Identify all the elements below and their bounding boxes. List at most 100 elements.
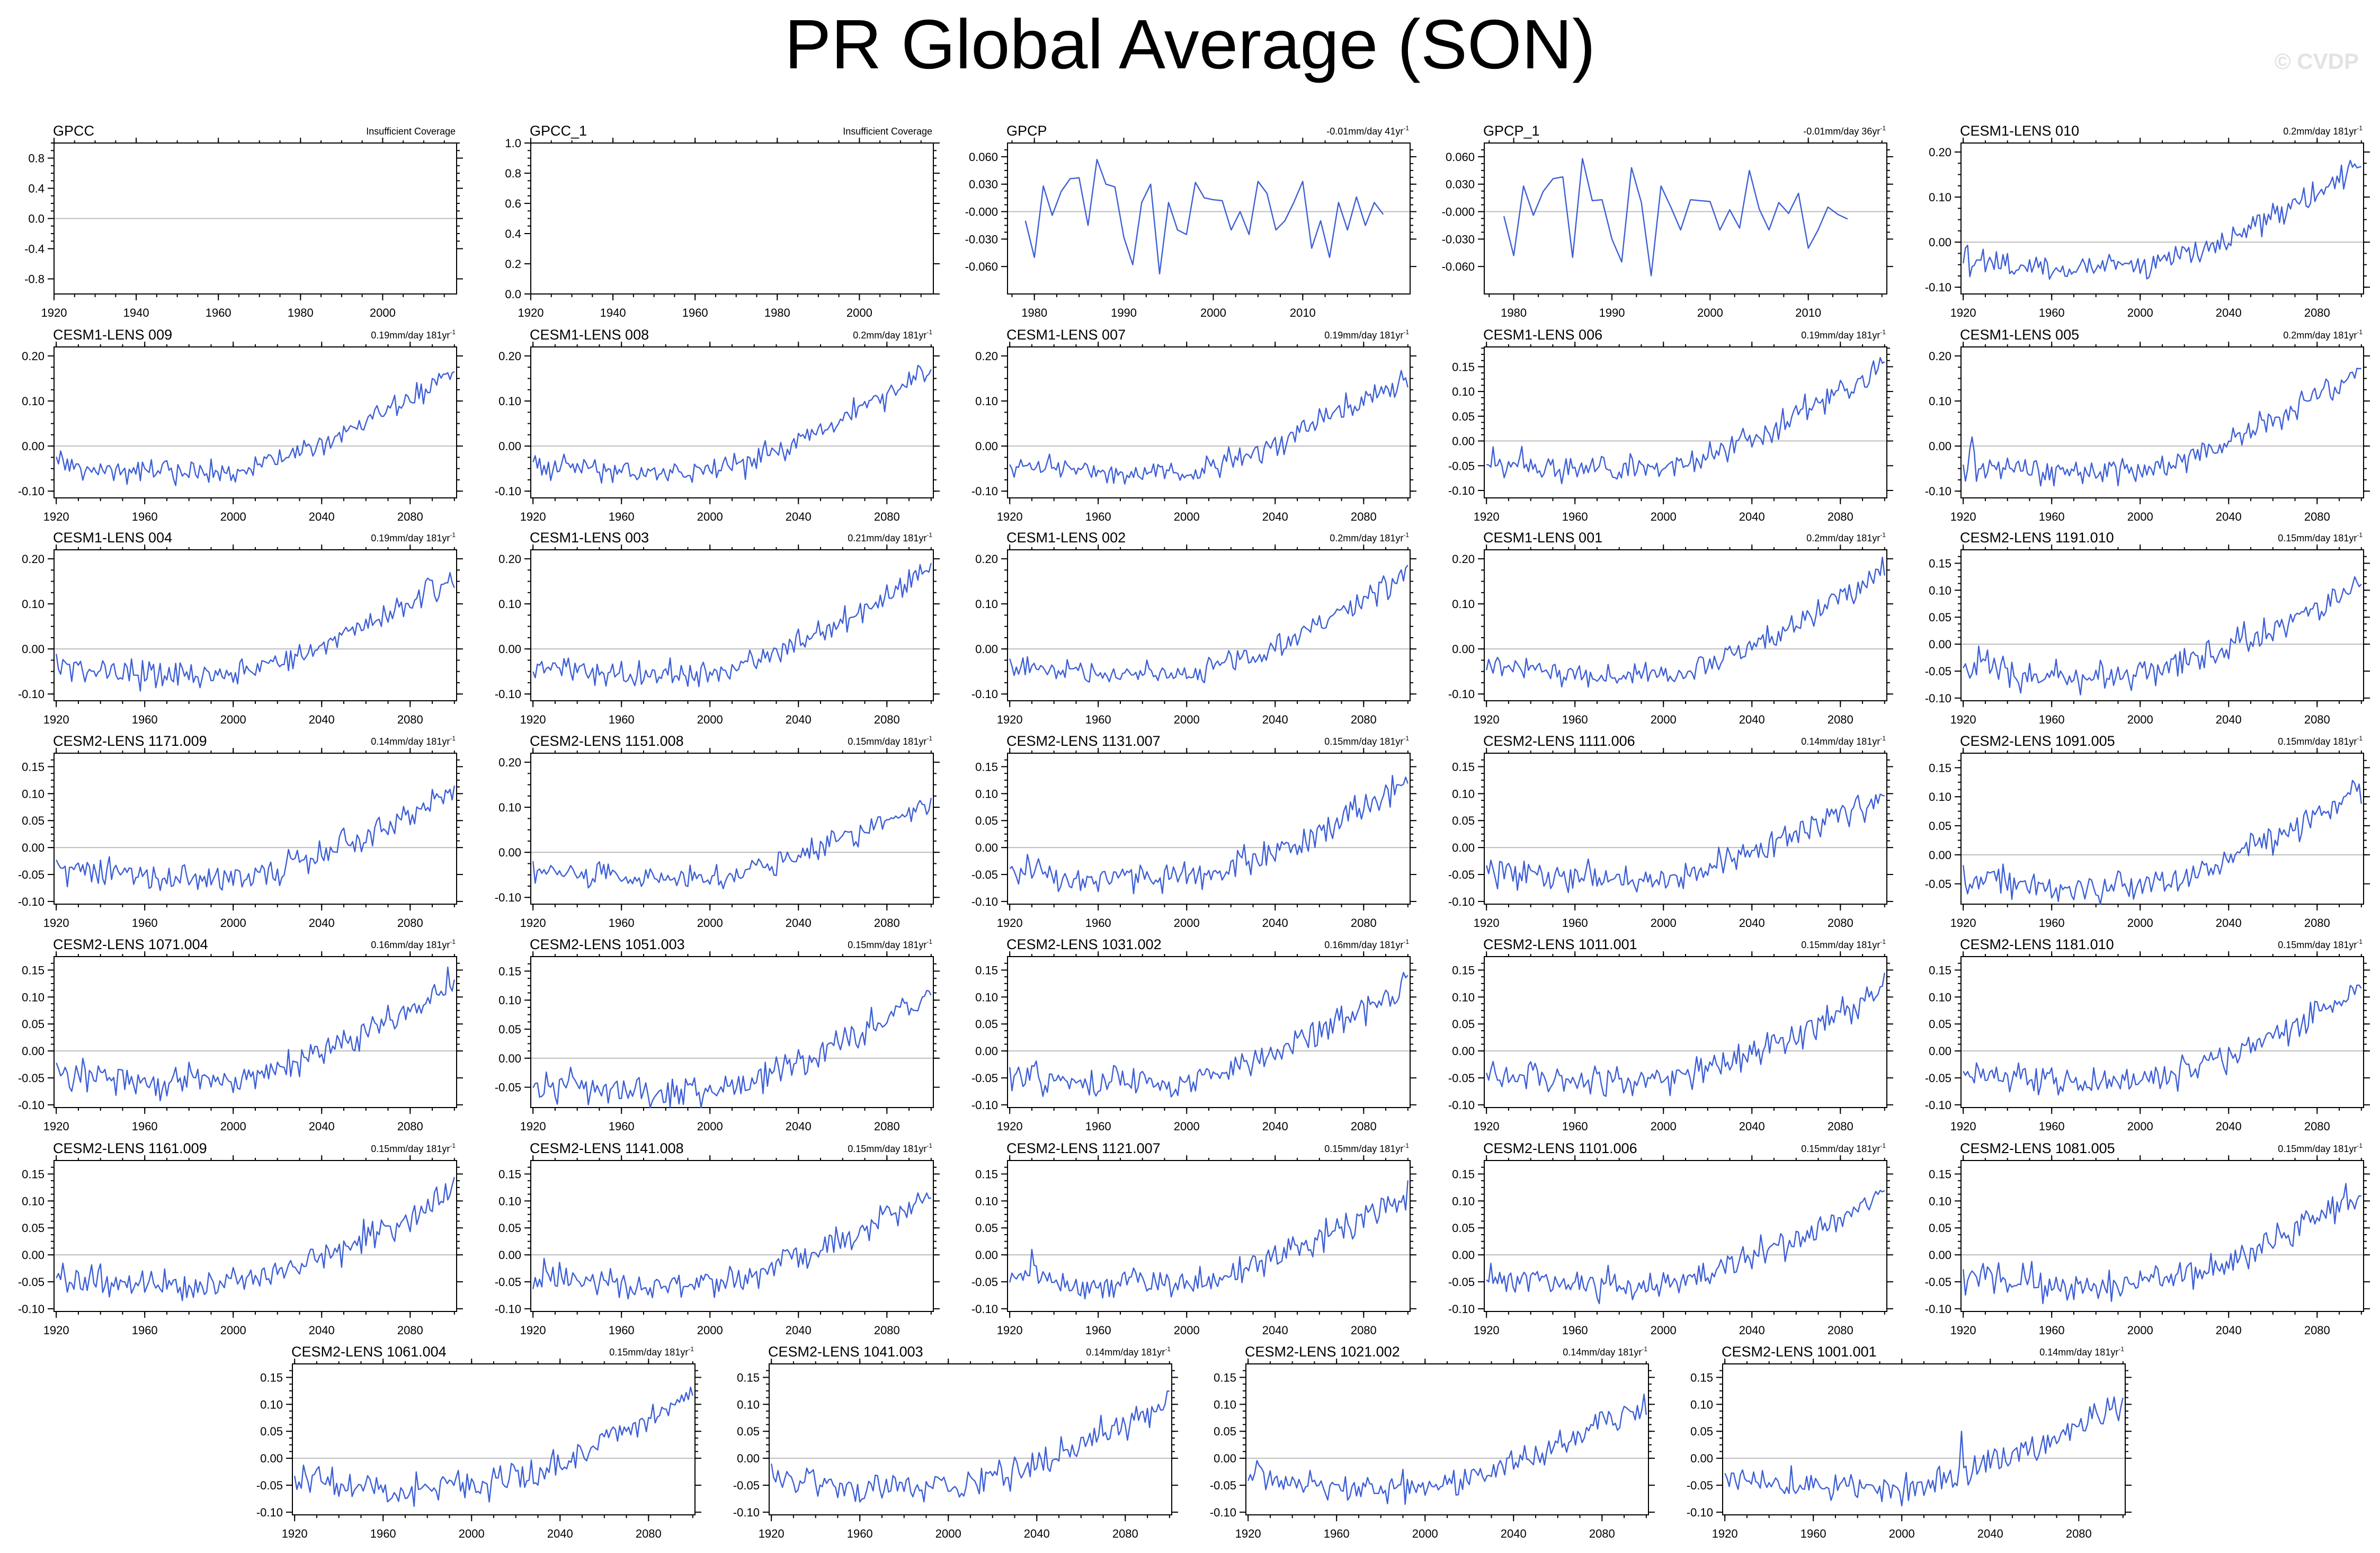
x-tick-label: 2000 xyxy=(370,306,396,319)
y-tick-label: 0.15 xyxy=(22,1167,44,1181)
y-tick-label: 0.10 xyxy=(1452,1194,1475,1208)
x-tick-label: 1920 xyxy=(43,713,69,726)
y-tick-label: 0.00 xyxy=(22,1248,44,1262)
y-tick-label: -0.05 xyxy=(971,1275,998,1289)
panel-trend: 0.16mm/day 181yr-1 xyxy=(1324,938,1409,950)
y-tick-label: 0.00 xyxy=(975,642,998,656)
y-tick-label: 0.15 xyxy=(1452,360,1475,373)
y-tick-label: 0.00 xyxy=(22,440,44,453)
x-tick-label: 2080 xyxy=(1828,1324,1853,1337)
plot-frame xyxy=(1484,1160,1887,1312)
x-tick-label: 1920 xyxy=(1950,1324,1976,1337)
x-tick-label: 1960 xyxy=(2039,306,2065,319)
panel-trend: -0.01mm/day 41yr-1 xyxy=(1326,124,1409,137)
x-tick-label: 2080 xyxy=(2304,510,2330,523)
plot-frame xyxy=(1007,1160,1411,1312)
x-tick-label: 2000 xyxy=(2127,1324,2153,1337)
panel-trend: 0.19mm/day 181yr-1 xyxy=(371,328,456,341)
x-tick-label: 2040 xyxy=(786,510,812,523)
x-tick-label: 2040 xyxy=(309,713,335,726)
panel-8: CESM1-LENS 007 0.19mm/day 181yr-1 1920 1960… xyxy=(971,327,1416,523)
x-tick-label: 2000 xyxy=(1651,510,1677,523)
y-tick-label: -0.05 xyxy=(495,1275,521,1289)
panel-title: CESM2-LENS 1021.002 xyxy=(1245,1344,1400,1360)
x-tick-label: 2000 xyxy=(697,510,723,523)
y-tick-label: 0.10 xyxy=(975,395,998,408)
series-line-1 xyxy=(532,1192,932,1300)
x-tick-label: 2040 xyxy=(1262,1324,1288,1337)
y-tick-label: 0.00 xyxy=(498,846,521,859)
y-tick-label: 0.05 xyxy=(1452,1221,1475,1235)
panel-trend: 0.15mm/day 181yr-1 xyxy=(1801,1142,1886,1154)
x-tick-label: 2040 xyxy=(1262,713,1288,726)
x-tick-label: 2040 xyxy=(1262,1120,1288,1133)
y-tick-label: 0.05 xyxy=(1452,1018,1475,1031)
series-line-1 xyxy=(1009,370,1409,485)
panel-trend: 0.19mm/day 181yr-1 xyxy=(1324,328,1409,341)
x-tick-label: 1960 xyxy=(609,510,635,523)
y-tick-label: 0.6 xyxy=(505,197,521,210)
y-tick-label: -0.10 xyxy=(1448,895,1475,908)
y-tick-label: 0.00 xyxy=(22,1045,44,1058)
x-tick-label: 2080 xyxy=(1351,1120,1377,1133)
panel-21: CESM2-LENS 1071.004 0.16mm/day 181yr-1 192… xyxy=(18,936,463,1133)
y-tick-label: 0.10 xyxy=(22,1194,44,1208)
y-tick-label: -0.030 xyxy=(965,233,998,246)
y-tick-label: 0.05 xyxy=(737,1425,760,1438)
x-tick-label: 2080 xyxy=(874,1120,900,1133)
y-tick-label: -0.05 xyxy=(18,868,44,881)
x-tick-label: 2010 xyxy=(1290,306,1316,319)
x-tick-label: 2040 xyxy=(1739,916,1765,930)
plot-frame xyxy=(1484,549,1887,701)
y-tick-label: -0.4 xyxy=(24,243,44,256)
y-tick-label: 0.05 xyxy=(22,1018,44,1031)
y-tick-label: -0.05 xyxy=(1210,1479,1236,1492)
panel-32: CESM2-LENS 1041.003 0.14mm/day 181yr-1 192… xyxy=(733,1344,1178,1540)
y-tick-label: 0.10 xyxy=(1929,395,1951,408)
x-tick-label: 2000 xyxy=(1200,306,1226,319)
x-tick-label: 2040 xyxy=(1024,1527,1050,1540)
x-tick-label: 2000 xyxy=(1651,1120,1677,1133)
x-tick-label: 1960 xyxy=(132,916,158,930)
x-tick-label: 2000 xyxy=(1174,713,1200,726)
panel-25: CESM2-LENS 1181.010 0.15mm/day 181yr-1 192… xyxy=(1925,936,2370,1133)
y-tick-label: 0.10 xyxy=(22,597,44,611)
x-tick-label: 2040 xyxy=(2216,1120,2242,1133)
panel-trend: 0.14mm/day 181yr-1 xyxy=(371,735,456,747)
panel-title: CESM2-LENS 1071.004 xyxy=(53,936,208,952)
y-tick-label: 0.05 xyxy=(1452,410,1475,423)
y-tick-label: -0.000 xyxy=(965,206,998,219)
x-tick-label: 1920 xyxy=(43,1120,69,1133)
y-tick-label: -0.10 xyxy=(971,485,998,498)
y-tick-label: 0.15 xyxy=(22,963,44,977)
x-tick-label: 2000 xyxy=(220,1120,246,1133)
series-line-1 xyxy=(294,1386,693,1507)
y-tick-label: 0.10 xyxy=(498,801,521,814)
y-tick-label: 0.10 xyxy=(498,597,521,611)
series-line-1 xyxy=(1963,780,2362,905)
x-tick-label: 2080 xyxy=(874,916,900,930)
panel-trend: 0.14mm/day 181yr-1 xyxy=(1801,735,1886,747)
y-tick-label: -0.05 xyxy=(971,868,998,881)
x-tick-label: 2080 xyxy=(1828,916,1853,930)
panel-16: CESM2-LENS 1171.009 0.14mm/day 181yr-1 192… xyxy=(18,733,463,930)
series-line-1 xyxy=(532,364,932,484)
x-tick-label: 1980 xyxy=(764,306,790,319)
panel-11: CESM1-LENS 004 0.19mm/day 181yr-1 1920 1960… xyxy=(18,530,463,726)
y-tick-label: 0.15 xyxy=(260,1371,283,1384)
x-tick-label: 2000 xyxy=(697,1324,723,1337)
y-tick-label: 0.00 xyxy=(498,642,521,656)
y-tick-label: -0.10 xyxy=(256,1506,283,1519)
y-tick-label: 0.4 xyxy=(505,227,521,240)
x-tick-label: 1920 xyxy=(41,306,67,319)
y-tick-label: 0.10 xyxy=(975,597,998,611)
y-tick-label: 0.4 xyxy=(28,182,44,195)
y-tick-label: -0.05 xyxy=(1448,1275,1475,1289)
y-tick-label: -0.10 xyxy=(495,688,521,701)
y-tick-label: 0.00 xyxy=(22,841,44,854)
x-tick-label: 1960 xyxy=(1562,916,1588,930)
x-tick-label: 2000 xyxy=(846,306,872,319)
y-tick-label: -0.10 xyxy=(495,891,521,904)
x-tick-label: 1960 xyxy=(2039,916,2065,930)
series-line-1 xyxy=(1963,984,2362,1096)
